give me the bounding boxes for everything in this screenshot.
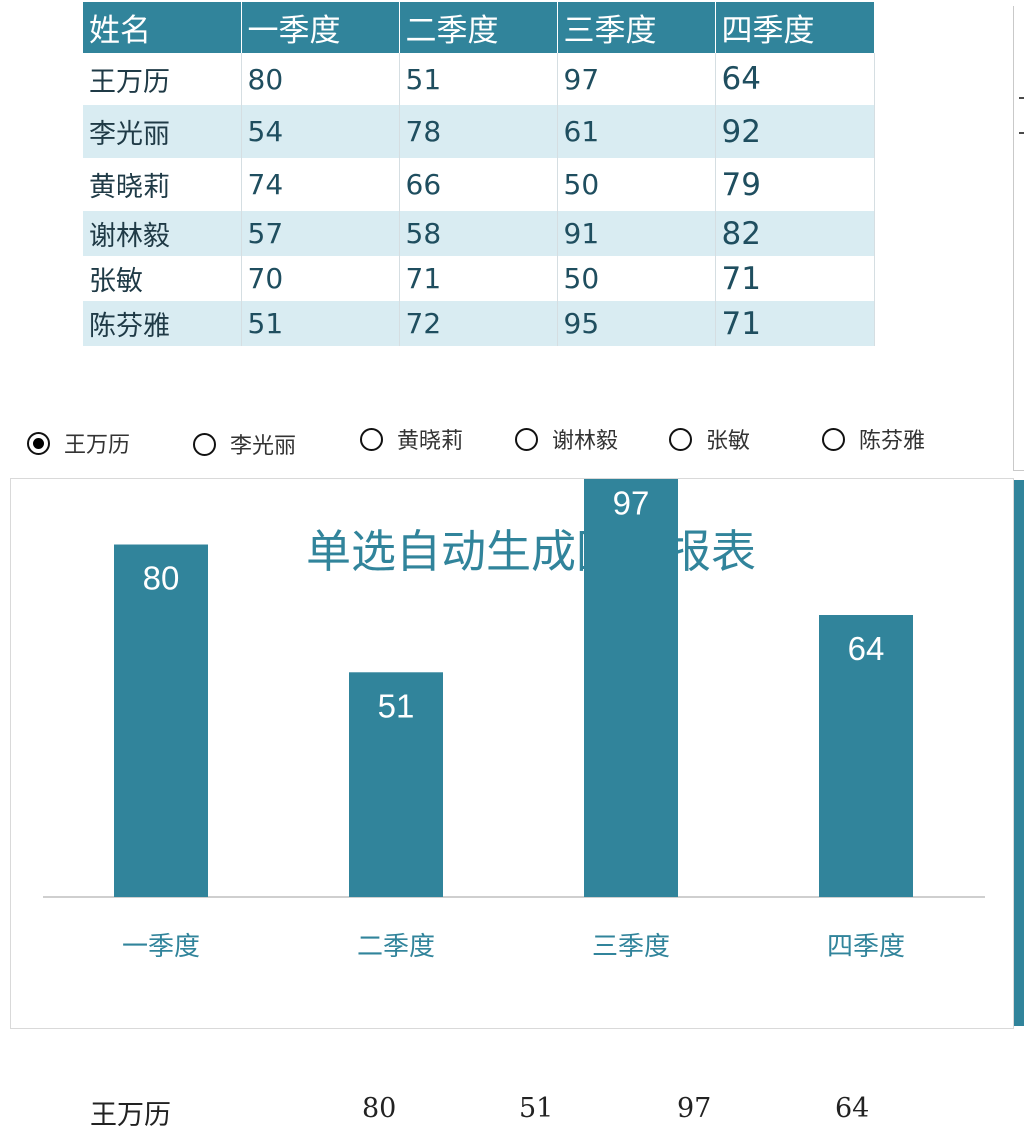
cell-q2: 78: [399, 105, 558, 158]
radio-button-icon[interactable]: [27, 431, 50, 455]
bar: [114, 544, 208, 897]
x-tick-label: 三季度: [592, 932, 670, 962]
radio-option[interactable]: 王万历: [27, 427, 130, 459]
header-q3: 三季度: [557, 2, 716, 53]
chart-title: 单选自动生成图表报表: [306, 525, 756, 578]
summary-value: 64: [835, 1093, 870, 1124]
radio-label: 谢林毅: [552, 429, 619, 454]
chart-panel: 单选自动生成图表报表 80 一季度 51 二季度 97 三季度 64 四季度: [10, 478, 1014, 1029]
cell-q4: 82: [715, 211, 875, 256]
header-q4: 四季度: [715, 2, 875, 53]
summary-value: 51: [519, 1093, 554, 1124]
summary-value: 80: [362, 1093, 397, 1124]
selected-summary-row: 王万历 80 51 97 64: [0, 1085, 1024, 1131]
cell-q1: 54: [241, 105, 400, 158]
radio-option[interactable]: 张敏: [669, 423, 750, 455]
table-row: 谢林毅 57 58 91 82: [83, 211, 875, 256]
x-tick-label: 一季度: [122, 932, 200, 962]
cell-q3: 50: [557, 158, 716, 211]
bar: [819, 615, 913, 897]
cell-q3: 61: [557, 105, 716, 158]
radio-selected-dot: [33, 437, 44, 449]
summary-value: 97: [677, 1093, 712, 1124]
cell-name: 李光丽: [83, 105, 242, 158]
cell-q4: 71: [715, 301, 875, 346]
cell-name: 谢林毅: [83, 211, 242, 256]
cell-q3: 91: [557, 211, 716, 256]
adjacent-panel-mark: [1019, 132, 1024, 134]
cell-q2: 66: [399, 158, 558, 211]
cell-q1: 74: [241, 158, 400, 211]
table-row: 李光丽 54 78 61 92: [83, 105, 875, 158]
table-row: 张敏 70 71 50 71: [83, 256, 875, 301]
cell-q2: 71: [399, 256, 558, 301]
cell-q4: 64: [715, 53, 875, 105]
cell-q4: 71: [715, 256, 875, 301]
cell-q2: 51: [399, 53, 558, 105]
chart-accent-bar: [1014, 480, 1024, 1026]
table-row: 陈芬雅 51 72 95 71: [83, 301, 875, 346]
cell-q4: 92: [715, 105, 875, 158]
table-row: 黄晓莉 74 66 50 79: [83, 158, 875, 211]
header-name: 姓名: [83, 2, 242, 53]
cell-q1: 80: [241, 53, 400, 105]
radio-option[interactable]: 陈芬雅: [822, 423, 925, 455]
bar-value-label: 51: [378, 687, 415, 724]
radio-button-icon[interactable]: [515, 427, 538, 451]
radio-label: 陈芬雅: [859, 429, 926, 454]
cell-q2: 72: [399, 301, 558, 346]
table-header-row: 姓名 一季度 二季度 三季度 四季度: [83, 2, 875, 53]
bar-value-label: 97: [613, 485, 650, 522]
radio-button-icon[interactable]: [822, 427, 845, 451]
radio-label: 张敏: [706, 429, 751, 454]
table-row: 王万历 80 51 97 64: [83, 53, 875, 105]
radio-option[interactable]: 李光丽: [193, 428, 296, 460]
bar-value-label: 80: [143, 560, 180, 597]
cell-q1: 70: [241, 256, 400, 301]
bar: [349, 672, 443, 897]
cell-name: 王万历: [83, 53, 242, 105]
header-q1: 一季度: [241, 2, 400, 53]
bar-value-label: 64: [848, 630, 885, 667]
cell-q1: 57: [241, 211, 400, 256]
radio-label: 李光丽: [230, 434, 297, 459]
cell-q3: 97: [557, 53, 716, 105]
bar-chart: 单选自动生成图表报表 80 一季度 51 二季度 97 三季度 64 四季度: [43, 479, 985, 962]
adjacent-panel-mark: [1019, 97, 1024, 99]
x-tick-label: 四季度: [827, 932, 905, 962]
cell-name: 陈芬雅: [83, 301, 242, 346]
data-table: 姓名 一季度 二季度 三季度 四季度 王万历 80 51 97 64 李光丽 5…: [83, 2, 875, 346]
radio-label: 王万历: [64, 433, 131, 458]
radio-button-icon[interactable]: [669, 427, 692, 451]
radio-option[interactable]: 黄晓莉: [360, 423, 463, 455]
cell-name: 黄晓莉: [83, 158, 242, 211]
name-radio-group: 王万历 李光丽 黄晓莉 谢林毅 张敏 陈芬雅: [0, 415, 1000, 465]
cell-q4: 79: [715, 158, 875, 211]
cell-q1: 51: [241, 301, 400, 346]
radio-button-icon[interactable]: [360, 427, 383, 451]
radio-label: 黄晓莉: [397, 429, 464, 454]
radio-button-icon[interactable]: [193, 432, 216, 456]
cell-name: 张敏: [83, 256, 242, 301]
cell-q3: 50: [557, 256, 716, 301]
radio-option[interactable]: 谢林毅: [515, 423, 618, 455]
cell-q3: 95: [557, 301, 716, 346]
x-tick-label: 二季度: [357, 932, 435, 962]
header-q2: 二季度: [399, 2, 558, 53]
cell-q2: 58: [399, 211, 558, 256]
bar: [584, 479, 678, 897]
adjacent-panel-edge: [1013, 6, 1024, 471]
summary-name: 王万历: [90, 1100, 171, 1131]
